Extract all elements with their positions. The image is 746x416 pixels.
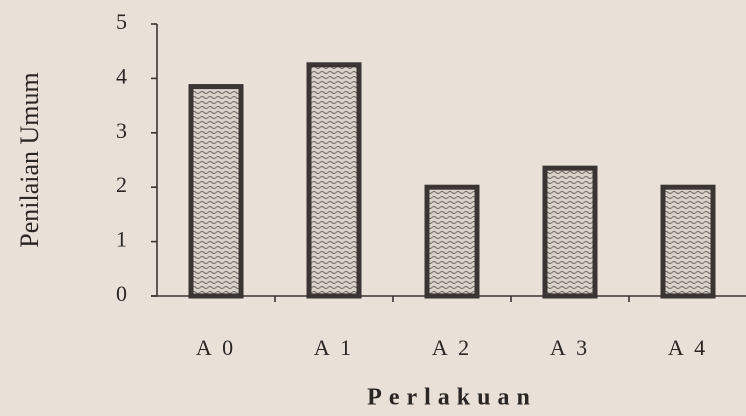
x-tick-label: A 0 bbox=[196, 335, 236, 360]
bar bbox=[188, 84, 244, 299]
bar bbox=[542, 165, 598, 299]
x-tick-label: A 1 bbox=[314, 335, 354, 360]
bar bbox=[424, 184, 480, 299]
y-axis-label: Penilaian Umum bbox=[15, 72, 44, 247]
bar bbox=[306, 62, 362, 299]
bar bbox=[660, 184, 716, 299]
y-tick-label: 2 bbox=[116, 172, 127, 197]
y-tick-label: 1 bbox=[116, 227, 127, 252]
y-tick-label: 4 bbox=[116, 63, 127, 88]
x-tick-label: A 4 bbox=[668, 335, 708, 360]
y-tick-label: 0 bbox=[116, 281, 127, 306]
y-tick-label: 3 bbox=[116, 118, 127, 143]
y-tick-label: 5 bbox=[116, 9, 127, 34]
x-tick-label: A 2 bbox=[432, 335, 472, 360]
x-tick-label: A 3 bbox=[550, 335, 590, 360]
x-axis-label: Perlakuan bbox=[367, 385, 537, 411]
